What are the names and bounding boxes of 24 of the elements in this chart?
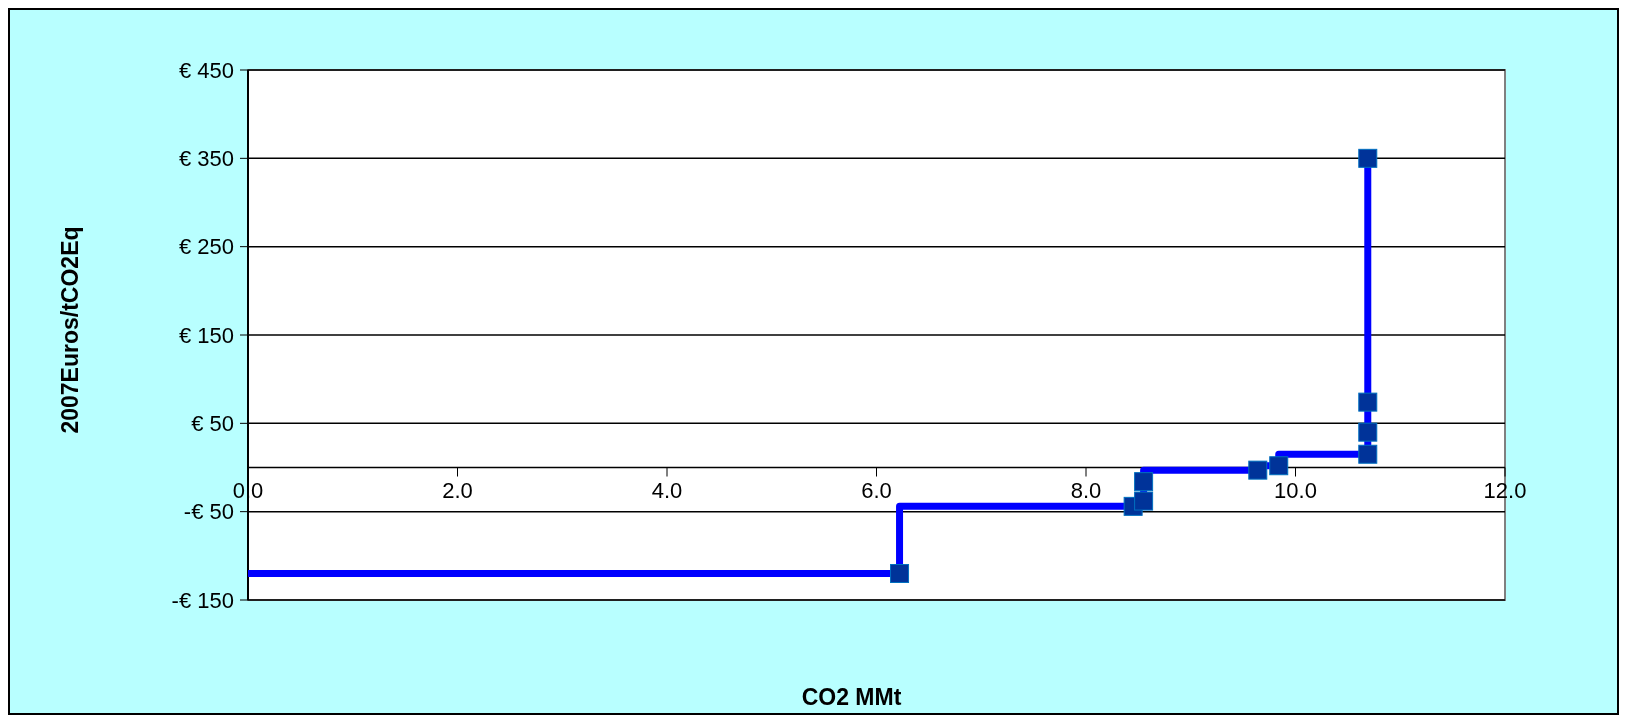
- x-tick-label: 12.0: [1483, 477, 1527, 503]
- x-tick-label: 10.0: [1274, 477, 1317, 503]
- point: [1358, 148, 1378, 168]
- y-axis-title: 2007Euros/tCO2Eq: [57, 226, 83, 434]
- point: [1134, 491, 1154, 511]
- point: [1358, 392, 1378, 412]
- point: [1134, 472, 1154, 492]
- point: [1269, 456, 1289, 476]
- x-tick-label: 6.0: [861, 477, 892, 503]
- x-tick-label: 8.0: [1070, 477, 1102, 503]
- y-tick-label: € 350: [178, 146, 234, 172]
- x-tick-label: 2.0: [442, 477, 473, 503]
- y-tick-label: -€ 150: [171, 587, 234, 613]
- x-tick-label: 4.0: [651, 477, 683, 503]
- point: [890, 564, 910, 583]
- y-tick-label: € 450: [178, 57, 234, 83]
- y-tick-label: € 150: [178, 322, 234, 348]
- y-tick-label: € 50: [191, 411, 234, 437]
- point: [1358, 422, 1378, 442]
- y-tick-label: -€ 50: [183, 499, 234, 525]
- y-tick-label: € 250: [178, 234, 234, 260]
- x-axis-title: CO2 MMt: [801, 684, 902, 710]
- point: [1358, 444, 1378, 464]
- point: [1248, 460, 1268, 480]
